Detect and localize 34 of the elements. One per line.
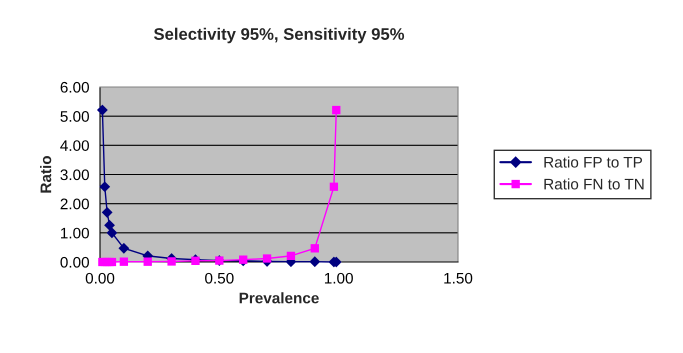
y-tick-label: 6.00 xyxy=(60,82,89,93)
x-tick-label: 0.50 xyxy=(205,272,234,284)
legend-label: Ratio FN to TN xyxy=(544,178,644,190)
y-tick-label: 0.00 xyxy=(60,256,89,268)
point xyxy=(191,256,200,265)
x-tick-label: 1.50 xyxy=(444,272,472,284)
x-tick-label: 1.00 xyxy=(324,272,353,284)
y-tick-label: 3.00 xyxy=(60,169,89,180)
legend-label: Ratio FP to TP xyxy=(544,156,642,168)
point xyxy=(167,257,176,266)
point xyxy=(330,182,338,191)
x-tick-label: 0.00 xyxy=(86,272,114,284)
x-axis-title: Prevalence xyxy=(240,292,319,304)
y-tick-label: 1.00 xyxy=(61,228,89,239)
point xyxy=(100,182,110,192)
point xyxy=(310,244,319,252)
point xyxy=(239,256,248,264)
y-tick-label: 2.00 xyxy=(60,198,89,210)
point xyxy=(102,207,112,218)
point xyxy=(97,104,108,116)
point xyxy=(118,243,129,254)
point xyxy=(286,252,296,260)
point xyxy=(106,228,118,238)
point xyxy=(104,220,115,230)
y-tick-label: 4.00 xyxy=(60,140,89,152)
point xyxy=(108,258,116,266)
y-tick-label: 5.00 xyxy=(60,111,89,122)
point xyxy=(120,258,128,266)
point xyxy=(144,258,152,266)
point xyxy=(310,256,320,267)
point xyxy=(332,106,340,114)
y-axis-title: Ratio xyxy=(40,156,52,193)
point xyxy=(262,254,272,263)
chart-title: Selectivity 95%, Sensitivity 95% xyxy=(154,28,404,44)
